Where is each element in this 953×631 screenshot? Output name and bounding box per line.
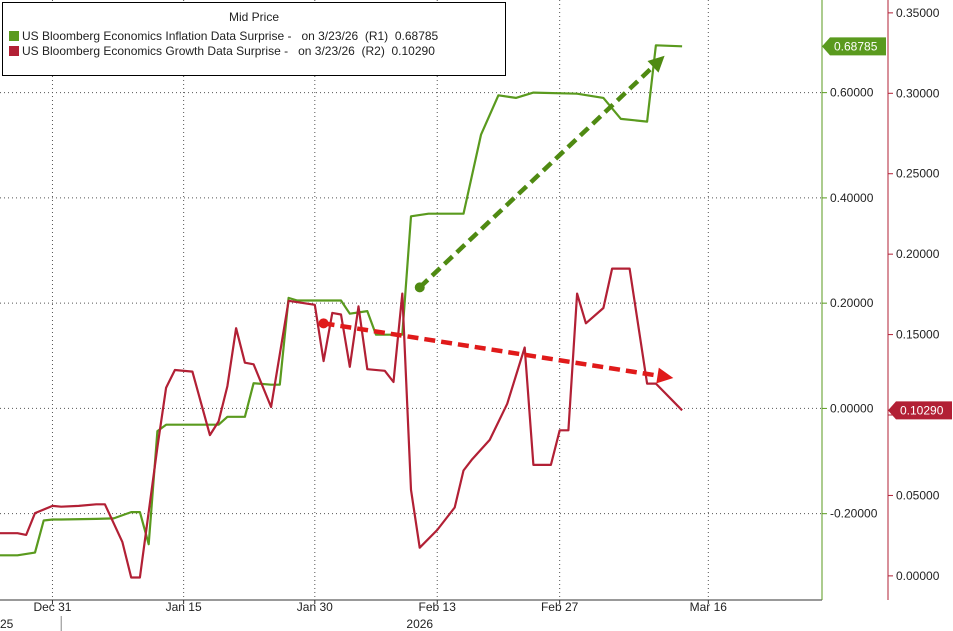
x-tick-label: Dec 31 — [33, 600, 71, 614]
series-line-growth — [0, 267, 683, 579]
y2-tick-label: 0.00000 — [896, 569, 940, 583]
y2-tick-label: 0.15000 — [896, 328, 940, 342]
x-tick-label: Feb 27 — [541, 600, 579, 614]
last-value-growth: 0.10290 — [900, 403, 944, 417]
series-line-inflation — [0, 44, 683, 557]
y1-tick-label: 0.00000 — [830, 401, 874, 415]
legend-label-growth: US Bloomberg Economics Growth Data Surpr… — [22, 44, 435, 58]
y2-tick-label: 0.05000 — [896, 488, 940, 502]
last-value-inflation-bg — [822, 37, 886, 56]
x-year-label: 2026 — [406, 617, 433, 631]
x-tick-label: Jan 15 — [166, 600, 202, 614]
x-tick-label: Mar 16 — [690, 600, 728, 614]
y2-tick-label: 0.20000 — [896, 247, 940, 261]
y2-tick-label: 0.30000 — [896, 86, 940, 100]
x-tick-label: Jan 30 — [297, 600, 333, 614]
legend-title: Mid Price — [228, 10, 279, 24]
grid-lines — [0, 0, 822, 600]
x-year-label: 2025 — [0, 617, 14, 631]
y1-tick-label: 0.40000 — [830, 191, 874, 205]
x-tick-label: Feb 13 — [419, 600, 457, 614]
y1-tick-label: 0.20000 — [830, 296, 874, 310]
series-lines — [0, 44, 683, 579]
last-value-inflation: 0.68785 — [834, 39, 878, 53]
legend: Mid Price US Bloomberg Economics Inflati… — [2, 2, 506, 76]
trend-arrow-head-green — [647, 55, 665, 73]
y2-tick-label: 0.25000 — [896, 167, 940, 181]
tick-labels: Dec 31 Jan 15 Jan 30 Feb 13 Feb 27 Mar 16 2025… — [0, 6, 952, 631]
trend-arrow-start-green — [414, 282, 425, 293]
legend-label-inflation: US Bloomberg Economics Inflation Data Su… — [22, 29, 439, 43]
y2-tick-label: 0.35000 — [896, 6, 940, 20]
y1-tick-label: -0.20000 — [830, 507, 878, 521]
y1-tick-label: 0.60000 — [830, 86, 874, 100]
legend-item-inflation: US Bloomberg Economics Inflation Data Su… — [9, 29, 438, 43]
axes — [0, 0, 893, 631]
trend-arrows — [318, 55, 674, 384]
trend-arrow-head-red — [656, 367, 674, 384]
legend-item-growth: US Bloomberg Economics Growth Data Surpr… — [9, 44, 435, 58]
trend-arrow-green — [418, 65, 655, 290]
trend-arrow-red — [323, 321, 658, 378]
last-value-growth-bg — [888, 401, 952, 420]
trend-arrow-start-red — [318, 318, 329, 329]
legend-swatch-green — [9, 31, 19, 41]
legend-swatch-red — [9, 46, 19, 56]
